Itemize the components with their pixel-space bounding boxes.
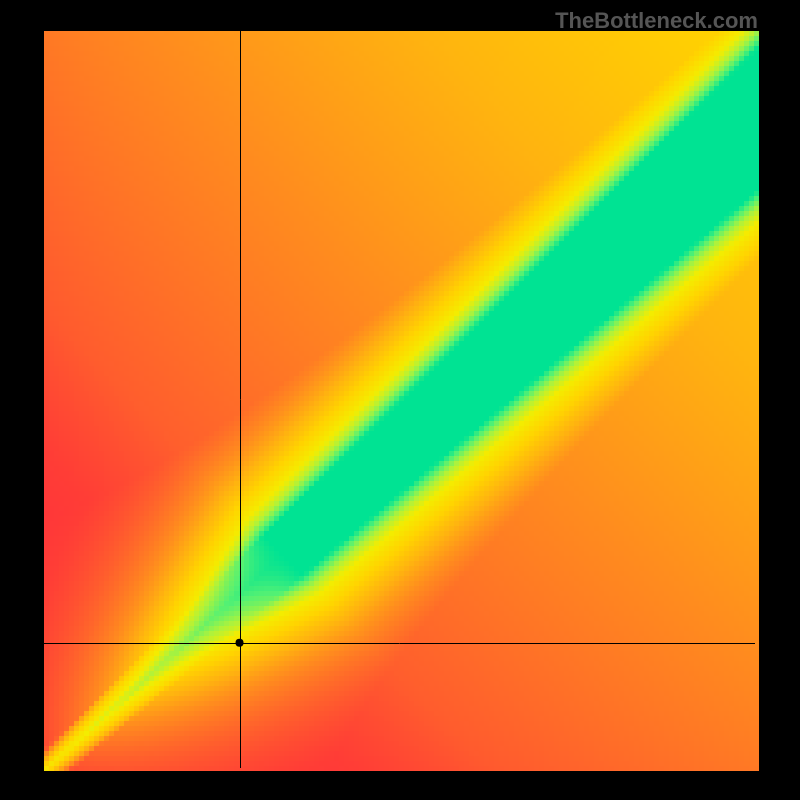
- bottleneck-heatmap-canvas: [0, 0, 800, 800]
- watermark-text: TheBottleneck.com: [555, 8, 758, 34]
- chart-root: TheBottleneck.com: [0, 0, 800, 800]
